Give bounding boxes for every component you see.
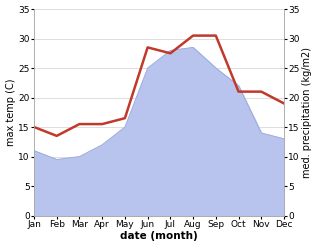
Y-axis label: med. precipitation (kg/m2): med. precipitation (kg/m2) — [302, 47, 313, 178]
Y-axis label: max temp (C): max temp (C) — [5, 79, 16, 146]
X-axis label: date (month): date (month) — [120, 231, 198, 242]
